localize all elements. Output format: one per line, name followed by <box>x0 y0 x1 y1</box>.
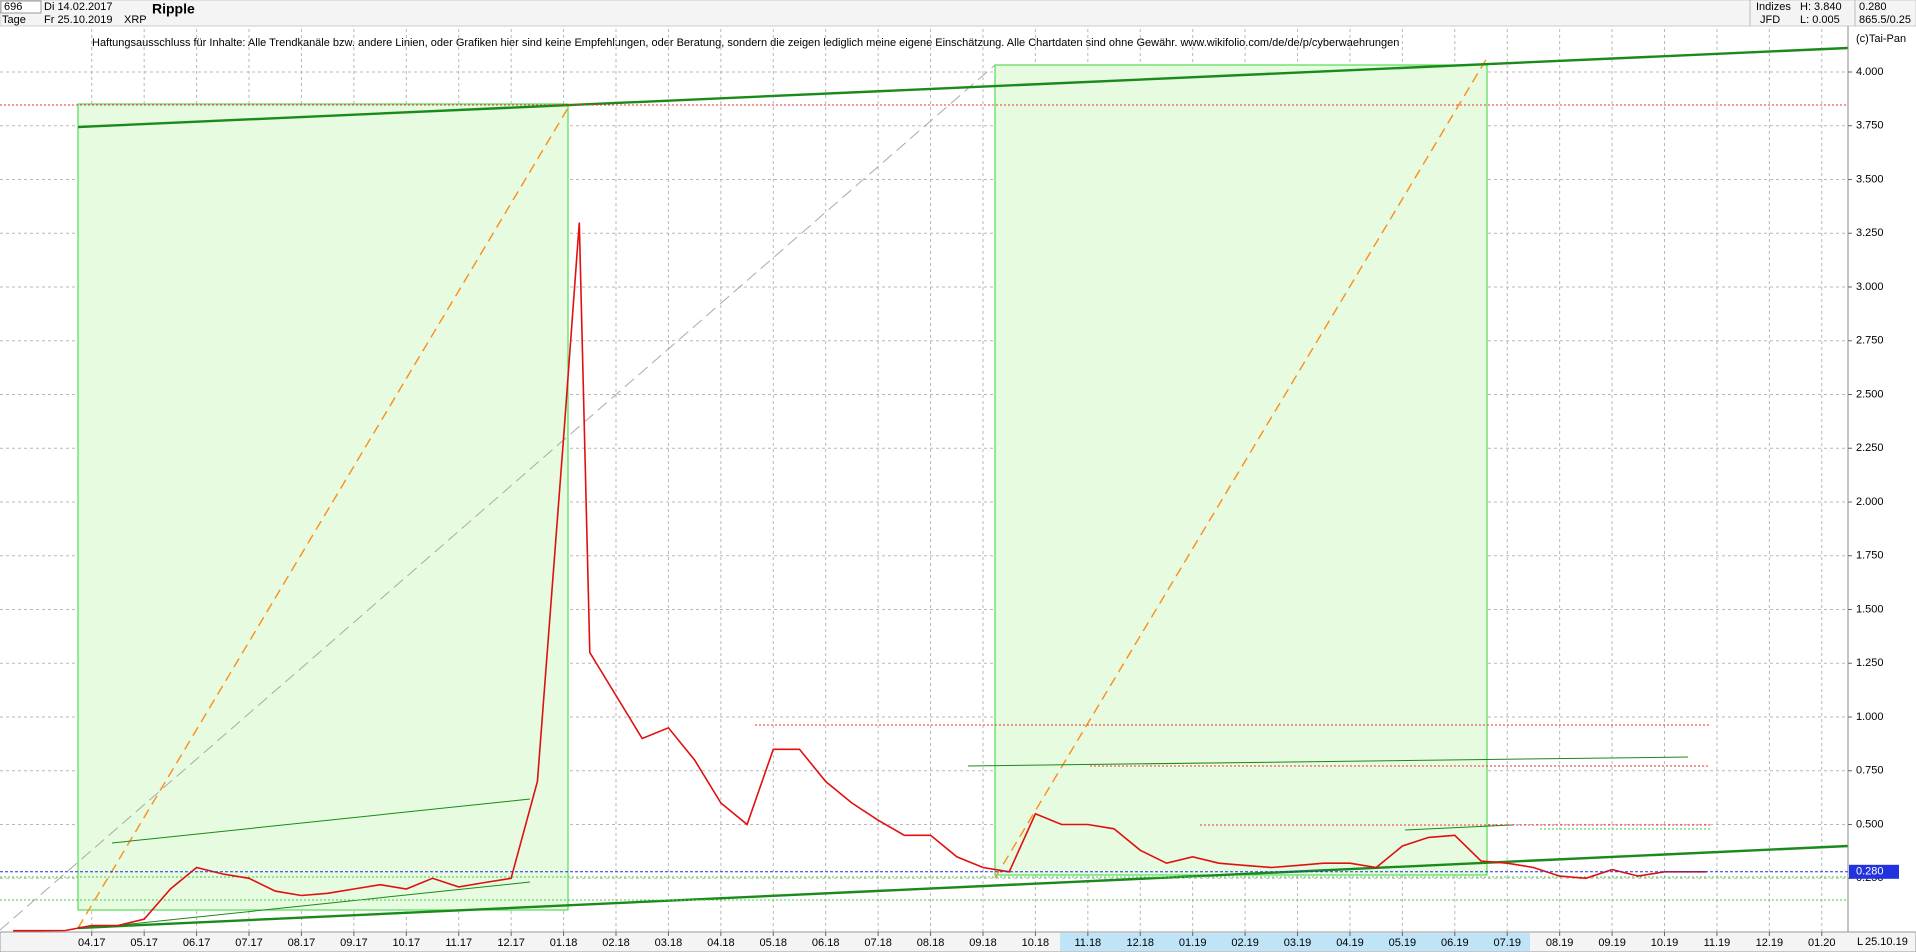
current-price-label: 0.280 <box>1856 866 1884 878</box>
x-tick-label: 04.17 <box>78 937 106 949</box>
x-tick-label: 09.19 <box>1598 937 1626 949</box>
y-tick-label: 3.000 <box>1856 281 1884 293</box>
x-tick-label: 08.18 <box>917 937 945 949</box>
disclaimer: Haftungsausschluss für Inhalte: Alle Tre… <box>92 37 1399 49</box>
y-tick-label: 4.000 <box>1856 66 1884 78</box>
x-tick-label: 06.17 <box>183 937 211 949</box>
y-tick-label: 3.250 <box>1856 227 1884 239</box>
x-tick-label: 12.19 <box>1756 937 1784 949</box>
y-tick-label: 3.500 <box>1856 173 1884 185</box>
x-tick-label: 03.18 <box>655 937 683 949</box>
x-axis-highlight <box>1060 933 1530 951</box>
copyright: (c)Tai-Pan <box>1856 33 1906 45</box>
x-tick-label: 07.17 <box>235 937 263 949</box>
last: 0.280 <box>1859 1 1887 13</box>
current-price-box <box>1849 864 1899 879</box>
x-tick-label: 12.18 <box>1126 937 1154 949</box>
x-tick-label: 11.18 <box>1074 937 1101 949</box>
x-tick-label: 08.17 <box>288 937 316 949</box>
symbol: XRP <box>124 14 147 26</box>
trend-line <box>1404 824 1513 831</box>
trend-line <box>111 798 531 844</box>
x-tick-label: 06.18 <box>812 937 840 949</box>
count-box[interactable] <box>0 0 42 14</box>
y-tick-label: 0.750 <box>1856 765 1884 777</box>
x-tick-label: 02.18 <box>602 937 630 949</box>
x-tick-label: 09.18 <box>969 937 997 949</box>
x-tick-label: 09.17 <box>340 937 368 949</box>
x-tick-label: 01.20 <box>1808 937 1836 949</box>
axis-date: 25.10.19 <box>1865 936 1908 948</box>
dashed-line <box>0 64 996 931</box>
x-tick-label: 08.19 <box>1546 937 1574 949</box>
chart-title: Ripple <box>152 1 195 17</box>
x-tick-label: 05.19 <box>1389 937 1417 949</box>
drawings <box>0 46 1849 931</box>
trend-line <box>111 881 531 927</box>
start-date: Di 14.02.2017 <box>44 1 113 13</box>
x-tick-label: 11.17 <box>445 937 472 949</box>
extra: 865.5/0.25 <box>1859 14 1911 26</box>
x-tick-label: 10.18 <box>1022 937 1050 949</box>
axis-corner: L <box>1857 936 1863 948</box>
x-tick-label: 10.17 <box>393 937 421 949</box>
y-tick-label: 0.500 <box>1856 818 1884 830</box>
x-tick-label: 07.19 <box>1493 937 1521 949</box>
x-tick-label: 04.19 <box>1336 937 1364 949</box>
box <box>994 64 1488 876</box>
x-tick-label: 06.19 <box>1441 937 1469 949</box>
y-tick-label: 2.250 <box>1856 442 1884 454</box>
count: 696 <box>4 1 22 13</box>
period: Tage <box>2 14 26 26</box>
end-date: Fr 25.10.2019 <box>44 14 113 26</box>
x-tick-label: 01.19 <box>1179 937 1207 949</box>
trend-line <box>77 844 1849 930</box>
x-tick-label: 10.19 <box>1651 937 1679 949</box>
x-tick-label: 03.19 <box>1284 937 1312 949</box>
x-tick-label: 12.17 <box>497 937 525 949</box>
box <box>77 103 569 911</box>
y-tick-label: 1.250 <box>1856 657 1884 669</box>
y-tick-label: 1.000 <box>1856 711 1884 723</box>
y-tick-label: 1.750 <box>1856 550 1884 562</box>
low: L: 0.005 <box>1800 14 1840 26</box>
y-tick-label: 2.500 <box>1856 388 1884 400</box>
toolbar <box>0 0 1916 27</box>
y-tick-label: 3.750 <box>1856 120 1884 132</box>
x-tick-label: 05.18 <box>760 937 788 949</box>
source-label: Indizes <box>1756 1 1791 13</box>
y-tick-label: 2.000 <box>1856 496 1884 508</box>
y-tick-label: 2.750 <box>1856 335 1884 347</box>
y-tick-label: 1.500 <box>1856 603 1884 615</box>
x-tick-label: 01.18 <box>550 937 578 949</box>
x-tick-label: 02.19 <box>1231 937 1259 949</box>
x-tick-label: 04.18 <box>707 937 735 949</box>
trend-line <box>967 756 1689 767</box>
trend-line <box>77 46 1849 129</box>
x-tick-label: 07.18 <box>864 937 892 949</box>
price-line <box>13 222 1707 932</box>
high: H: 3.840 <box>1800 1 1842 13</box>
x-tick-label: 11.19 <box>1704 937 1731 949</box>
broker: JFD <box>1760 14 1780 26</box>
x-tick-label: 05.17 <box>130 937 158 949</box>
